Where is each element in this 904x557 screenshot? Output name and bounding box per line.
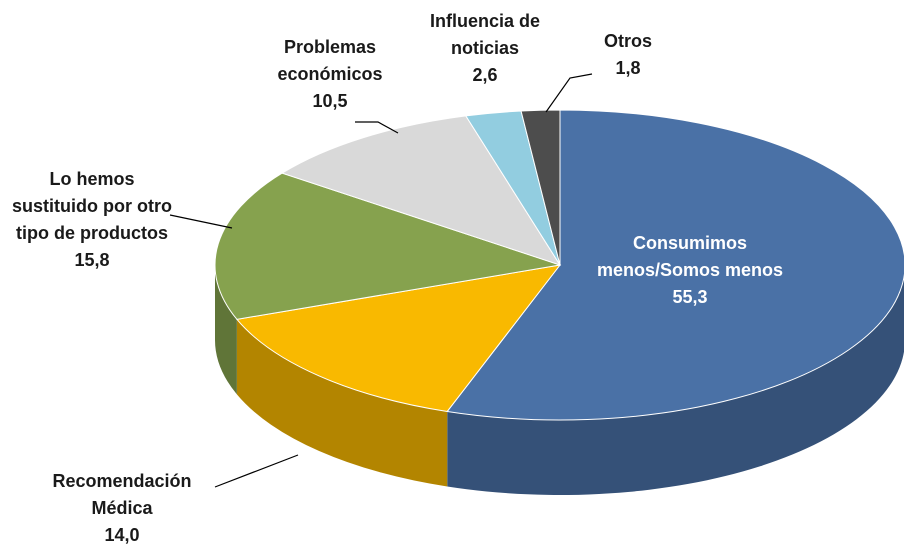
slice xyxy=(446,109,904,421)
value-label: 55,3 xyxy=(672,287,708,307)
slice xyxy=(520,109,561,266)
leader-line xyxy=(214,454,299,488)
slice-side xyxy=(215,265,237,395)
value-label: 14,0 xyxy=(104,525,140,545)
slice-label: Influencia de noticias 2,6 xyxy=(405,8,565,89)
category-name: Otros xyxy=(603,31,652,51)
slice xyxy=(235,264,562,413)
slice-label: Lo hemos sustituido por otro tipo de pro… xyxy=(12,166,172,274)
slice-label: Otros 1,8 xyxy=(588,28,668,82)
slice-label: Recomendación Médica 14,0 xyxy=(22,468,222,549)
leader-line xyxy=(355,121,399,134)
slice-side xyxy=(447,276,904,495)
slice-side xyxy=(236,319,448,487)
slice xyxy=(280,115,562,266)
slice-label: Consumimos menos/Somos menos 55,3 xyxy=(595,230,785,311)
value-label: 1,8 xyxy=(615,58,641,78)
category-name: Recomendación Médica xyxy=(52,471,192,518)
category-name: Lo hemos sustituido por otro tipo de pro… xyxy=(12,169,172,243)
value-label: 10,5 xyxy=(312,91,348,111)
value-label: 15,8 xyxy=(74,250,110,270)
slice xyxy=(214,172,561,320)
value-label: 2,6 xyxy=(472,65,498,85)
category-name: Influencia de noticias xyxy=(429,11,541,58)
leader-line xyxy=(169,214,233,229)
leader-line xyxy=(545,73,593,113)
category-name: Consumimos menos/Somos menos xyxy=(596,233,784,280)
slice-label: Problemas económicos 10,5 xyxy=(260,34,400,115)
category-name: Problemas económicos xyxy=(277,37,383,84)
